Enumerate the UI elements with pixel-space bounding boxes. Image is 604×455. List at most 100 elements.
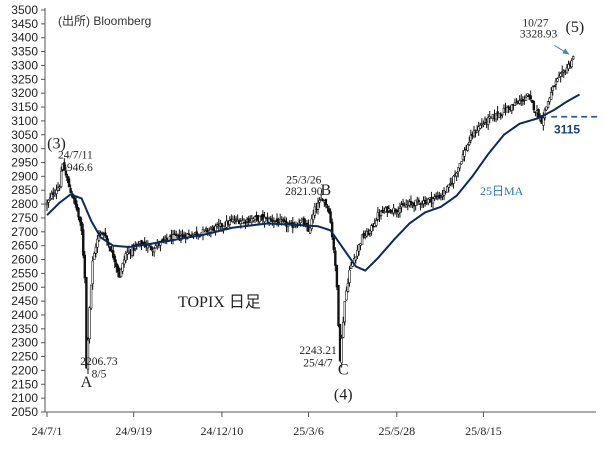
y-axis-ticks: 2050210021502200225023002350240024502500…: [11, 3, 45, 419]
y-tick-label: 2550: [11, 266, 38, 280]
candlestick-series: [45, 55, 575, 375]
candle-body: [228, 220, 231, 225]
candle-body: [56, 186, 60, 191]
candle-body: [105, 235, 109, 241]
candle-body: [505, 107, 509, 113]
candle-body: [546, 101, 550, 108]
y-tick-label: 2100: [11, 391, 38, 405]
candle-body: [104, 232, 107, 237]
candle-body: [461, 154, 465, 161]
candle-body: [116, 265, 120, 273]
candle-body: [554, 80, 558, 85]
candle-body: [334, 250, 337, 266]
candle-body: [529, 95, 532, 100]
support-level-group: 3115: [551, 115, 598, 137]
y-tick-label: 2900: [11, 169, 38, 183]
candle-body: [176, 233, 179, 236]
candle-body: [119, 269, 123, 278]
x-tick-label: 24/12/10: [201, 424, 244, 438]
candle-body: [263, 216, 266, 222]
candle-body: [549, 92, 553, 100]
candle-body: [171, 234, 175, 240]
candle-body: [510, 104, 513, 111]
x-tick-label: 25/3/6: [293, 424, 324, 438]
candle-body: [83, 254, 87, 279]
candle-body: [335, 264, 339, 288]
y-tick-label: 2850: [11, 183, 38, 197]
candle-body: [354, 256, 358, 261]
y-tick-label: 3300: [11, 58, 38, 72]
y-tick-label: 3200: [11, 86, 38, 100]
candle-body: [152, 248, 156, 253]
annotation-wave: A: [81, 374, 93, 391]
candle-body: [59, 170, 63, 188]
candle-body: [187, 233, 191, 235]
candle-body: [570, 60, 573, 68]
candle-body: [310, 218, 313, 229]
candle-body: [124, 253, 127, 261]
candle-body: [69, 188, 72, 193]
candle-body: [455, 172, 458, 177]
ma-label: 25日MA: [480, 184, 524, 198]
candle-body: [173, 233, 176, 236]
candle-body: [316, 202, 320, 210]
y-tick-label: 2450: [11, 294, 38, 308]
candle-body: [405, 204, 408, 208]
support-level-label: 3115: [554, 123, 580, 137]
candle-body: [231, 218, 235, 223]
candle-body: [271, 219, 274, 222]
candle-body: [370, 225, 373, 232]
candle-body: [64, 170, 68, 176]
annotation-date: 8/5: [92, 368, 107, 380]
y-tick-label: 2500: [11, 280, 38, 294]
candle-body: [400, 204, 403, 208]
candle-body: [565, 67, 569, 74]
candle-body: [463, 150, 466, 157]
candle-body: [96, 238, 99, 248]
candle-body: [165, 237, 168, 241]
candle-body: [63, 162, 66, 170]
candle-body: [379, 210, 383, 216]
annotation-value: 2821.90: [285, 186, 323, 198]
annotation-value: 2206.73: [80, 356, 118, 368]
candle-body: [318, 200, 321, 203]
candle-body: [518, 100, 521, 104]
candle-body: [209, 229, 213, 233]
y-tick-label: 2400: [11, 308, 38, 322]
candle-body: [115, 262, 118, 268]
candle-body: [447, 184, 450, 188]
candle-body: [258, 215, 261, 223]
candle-body: [567, 63, 570, 69]
candle-body: [111, 250, 115, 258]
candle-body: [501, 113, 504, 116]
candle-body: [308, 227, 312, 234]
candle-body: [267, 218, 271, 223]
candle-body: [324, 198, 328, 206]
candle-body: [468, 141, 471, 145]
y-tick-label: 3400: [11, 31, 38, 45]
candle-body: [548, 97, 551, 103]
candle-body: [214, 225, 217, 232]
candle-body: [409, 201, 413, 204]
candle-body: [332, 237, 335, 250]
candle-body: [486, 117, 490, 125]
annotation-wave: B: [321, 182, 332, 199]
candle-body: [234, 218, 238, 221]
candle-body: [417, 200, 421, 203]
candle-body: [45, 202, 49, 206]
candle-body: [434, 195, 438, 198]
candle-body: [330, 221, 334, 238]
candle-body: [85, 276, 88, 369]
candle-body: [66, 175, 69, 181]
candle-body: [479, 124, 482, 129]
candle-body: [414, 199, 417, 206]
y-tick-label: 3000: [11, 142, 38, 156]
y-tick-label: 3350: [11, 45, 38, 59]
candle-body: [50, 193, 53, 199]
candle-body: [439, 196, 443, 198]
candle-body: [121, 263, 124, 272]
candle-body: [433, 196, 436, 199]
candle-body: [313, 206, 317, 216]
source-label: (出所) Bloomberg: [58, 14, 151, 28]
